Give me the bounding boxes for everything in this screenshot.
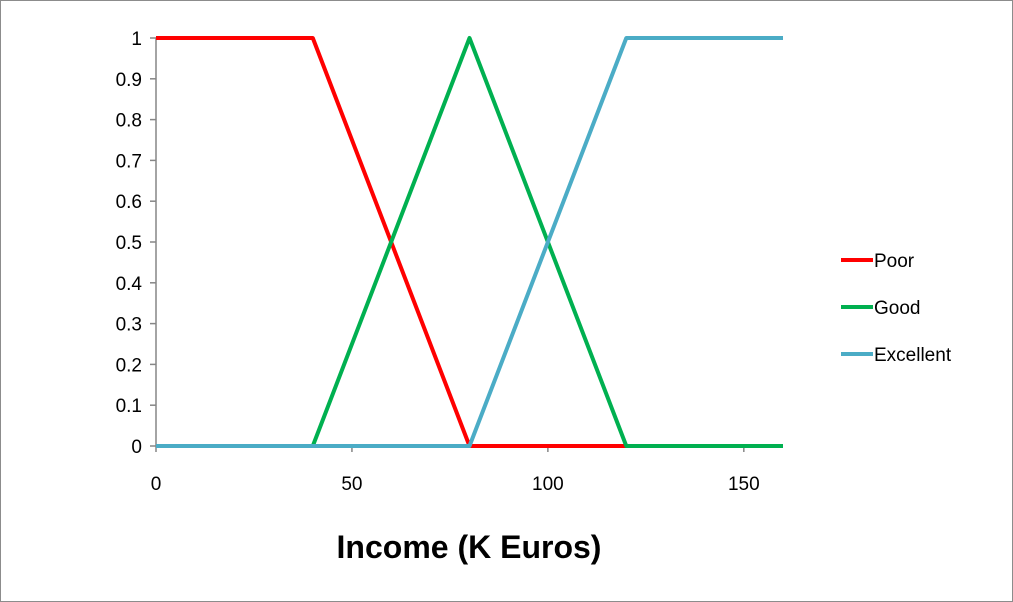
- y-tick-label: 0.4: [116, 274, 143, 295]
- x-tick-label: 0: [151, 474, 162, 495]
- legend-label-poor: Poor: [874, 251, 915, 272]
- y-tick-label: 0.5: [116, 233, 142, 254]
- series-lines: [156, 36, 783, 448]
- y-tick-label: 0.7: [116, 151, 142, 172]
- x-axis-title: Income (K Euros): [337, 529, 602, 565]
- x-tick-label: 150: [728, 474, 760, 495]
- y-tick-label: 0.2: [116, 355, 142, 376]
- axes: 0 0.1 0.2 0.3 0.4 0.5 0.6 0.7 0.8 0.9 1 0 50 100 150: [116, 29, 783, 495]
- series-line-good: [156, 36, 783, 448]
- y-tick-label: 0.1: [116, 396, 142, 417]
- x-tick-label: 100: [532, 474, 564, 495]
- y-tick-label: 0.3: [116, 315, 142, 336]
- series-line-excellent: [156, 36, 783, 448]
- y-tick-label: 0.9: [116, 70, 142, 91]
- y-tick-label: 0: [131, 437, 142, 458]
- series-line-poor: [156, 36, 783, 448]
- legend-label-good: Good: [874, 298, 920, 319]
- legend-label-excellent: Excellent: [874, 345, 952, 366]
- y-tick-label: 0.6: [116, 192, 142, 213]
- x-tick-label: 50: [341, 474, 362, 495]
- y-tick-label: 1: [131, 29, 142, 50]
- legend: Poor Good Excellent: [841, 251, 952, 366]
- y-tick-label: 0.8: [116, 111, 142, 132]
